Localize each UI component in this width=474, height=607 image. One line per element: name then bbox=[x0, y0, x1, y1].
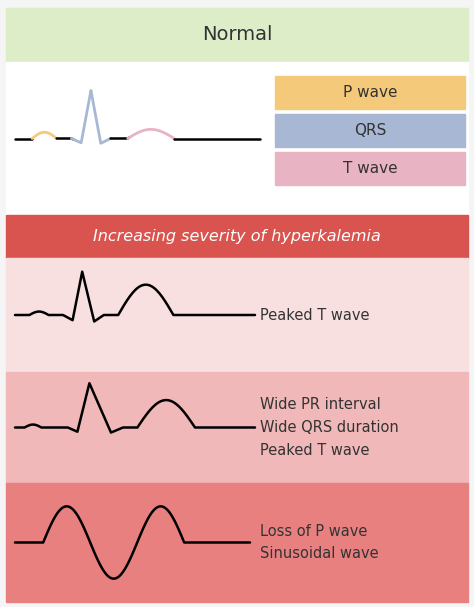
Text: P wave: P wave bbox=[343, 85, 397, 100]
Bar bbox=[275, 114, 465, 147]
Text: Loss of P wave
Sinusoidal wave: Loss of P wave Sinusoidal wave bbox=[260, 524, 379, 561]
Text: Peaked T wave: Peaked T wave bbox=[260, 308, 370, 322]
Bar bbox=[6, 483, 468, 602]
Bar bbox=[6, 8, 468, 62]
Text: T wave: T wave bbox=[343, 161, 397, 176]
Text: Normal: Normal bbox=[202, 25, 272, 44]
Bar bbox=[6, 372, 468, 483]
Bar bbox=[6, 215, 468, 258]
Bar bbox=[275, 76, 465, 109]
Bar bbox=[6, 258, 468, 372]
Text: QRS: QRS bbox=[354, 123, 386, 138]
Text: Wide PR interval
Wide QRS duration
Peaked T wave: Wide PR interval Wide QRS duration Peake… bbox=[260, 397, 399, 458]
Bar bbox=[275, 152, 465, 185]
Bar bbox=[6, 62, 468, 215]
Text: Increasing severity of hyperkalemia: Increasing severity of hyperkalemia bbox=[93, 229, 381, 244]
